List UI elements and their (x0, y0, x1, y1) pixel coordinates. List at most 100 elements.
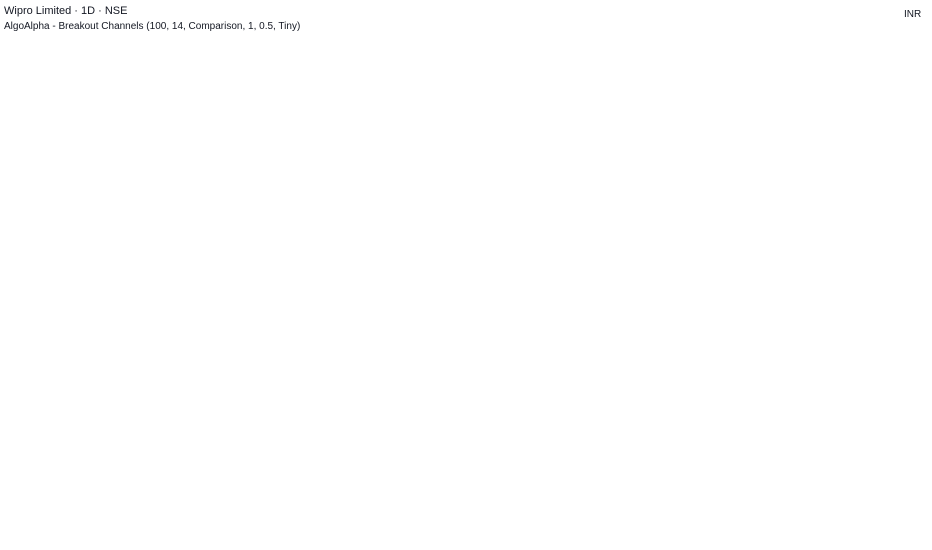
delta-bar (314, 293, 322, 398)
event-badge (548, 508, 562, 524)
candle-body (398, 250, 406, 270)
delta-bar (650, 293, 658, 385)
delta-bar (278, 293, 286, 387)
delta-bar (362, 293, 370, 389)
candle-body (302, 279, 310, 294)
delta-bar (398, 194, 406, 294)
delta-bar (698, 208, 706, 294)
candle-body (482, 208, 490, 214)
delta-bar (554, 221, 562, 294)
price-tag (896, 297, 932, 312)
candle-body (314, 279, 322, 304)
delta-bar (422, 186, 430, 294)
y-tick-label: 245.50 (897, 311, 928, 322)
signal-bar (833, 179, 837, 407)
delta-bar (386, 293, 394, 375)
delta-bar (386, 190, 394, 294)
delta-bar (410, 293, 418, 394)
delta-bar (458, 293, 466, 379)
zigzag (698, 231, 876, 386)
candle-body (602, 283, 610, 304)
delta-bar (494, 206, 502, 294)
delta-bar (566, 215, 574, 294)
delta-bar (470, 293, 478, 371)
candle-body (770, 283, 778, 314)
delta-bar (542, 208, 550, 294)
chart-title: Wipro Limited · 1D · NSE (4, 5, 128, 17)
event-badge (165, 508, 179, 524)
delta-bar (410, 204, 418, 294)
x-tick-label: Oct (860, 533, 876, 544)
candle-body (554, 250, 562, 275)
delta-bar (542, 293, 550, 385)
delta-bar (638, 217, 646, 294)
delta-bar (302, 200, 310, 294)
delta-bar (434, 196, 442, 294)
x-tick-label: Aug (599, 533, 617, 544)
delta-bar (494, 293, 502, 389)
y-tick-label: 233.50 (897, 372, 928, 383)
delta-bar (674, 219, 682, 294)
candle-body (650, 328, 658, 339)
smart-arrow-head (220, 134, 240, 146)
trend-dotted (477, 199, 850, 350)
candle-body (26, 120, 34, 147)
zone (80, 197, 820, 385)
candle-body (278, 259, 286, 284)
smart-label: SMART MONEY (240, 119, 331, 133)
candle-body (182, 353, 190, 365)
delta-bar (818, 293, 826, 400)
candle-body (686, 288, 694, 299)
candle-body (542, 259, 550, 275)
candle-body (614, 298, 622, 304)
candle-body (218, 328, 226, 344)
y-tick-label: 217.50 (897, 458, 928, 469)
channel-top (477, 106, 850, 252)
candle-body (446, 217, 454, 228)
candle-body (194, 338, 202, 365)
delta-bar (278, 206, 286, 294)
candle-body (434, 217, 442, 242)
delta-bar (422, 293, 430, 373)
delta-bar (326, 208, 334, 294)
price-tag (896, 399, 932, 414)
candle-body (206, 338, 214, 344)
delta-bar (674, 293, 682, 394)
price-pointer (838, 312, 844, 319)
candle-body (326, 293, 334, 304)
delta-bar (602, 212, 610, 294)
delta-bar (794, 181, 802, 294)
candle-body (734, 288, 742, 299)
candle-body (818, 264, 826, 284)
candle-body (74, 199, 82, 228)
candle-body (410, 236, 418, 251)
event-label: E (169, 511, 175, 521)
delta-bar (602, 293, 610, 391)
delta-bar (578, 225, 586, 294)
delta-bar (614, 293, 622, 408)
candle-body (170, 318, 178, 354)
candle-body (578, 231, 586, 256)
x-tick-label: Sep (726, 533, 744, 544)
delta-bar (710, 293, 718, 389)
trend-dashed (555, 187, 820, 251)
price-tag (896, 80, 932, 95)
candle-body (242, 323, 250, 344)
y-tick-label: 300.00 (897, 66, 928, 77)
delta-bar (290, 215, 298, 294)
candle-body (2, 138, 10, 147)
delta-bar (794, 293, 802, 369)
price-tag-label: 255.19 (899, 274, 930, 285)
y-tick-label: 258.00 (897, 250, 928, 261)
delta-bar (758, 198, 766, 294)
event-label: D (594, 511, 601, 521)
delta-label: 5608.5K / 5102.8K (764, 389, 814, 395)
candle-body (338, 288, 346, 294)
zigzag-head (864, 231, 878, 243)
delta-bar (782, 188, 790, 294)
delta-bar (626, 293, 634, 389)
candle-body (290, 283, 298, 294)
x-tick-label: Jul (476, 533, 489, 544)
